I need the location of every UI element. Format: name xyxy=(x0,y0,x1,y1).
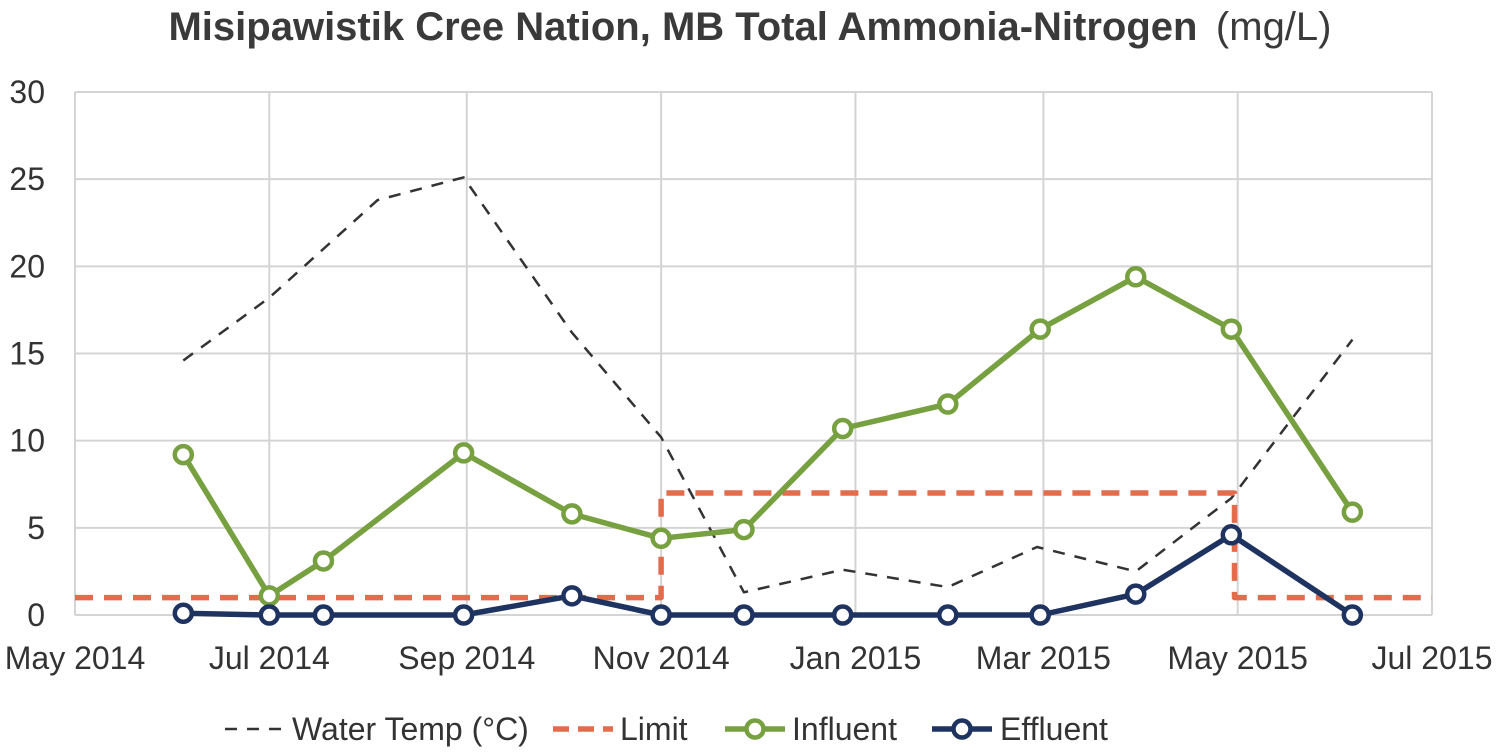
data-point-influent xyxy=(258,585,281,607)
series-limit xyxy=(75,490,1432,601)
data-point-effluent xyxy=(937,604,959,626)
legend-item-limit: Limit xyxy=(553,711,688,747)
data-point-effluent xyxy=(1341,604,1364,626)
legend-item-influent: Influent xyxy=(725,711,897,747)
x-tick-label: Jul 2014 xyxy=(209,640,330,676)
series-water-temp-c xyxy=(182,176,1354,594)
y-tick-label: 10 xyxy=(9,423,45,459)
data-point-effluent xyxy=(561,585,583,607)
x-tick-label: Mar 2015 xyxy=(976,640,1111,676)
legend-label: Influent xyxy=(792,711,897,747)
legend-item-water-temp-c: Water Temp (°C) xyxy=(225,711,529,747)
data-point-influent xyxy=(312,550,335,572)
x-tick-label: Nov 2014 xyxy=(593,640,730,676)
data-point-effluent xyxy=(650,604,672,626)
x-axis-ticks: May 2014 Jul 2014 Sep 2014 Nov 2014 Jan 2015… xyxy=(5,640,1493,676)
x-tick-label: Jan 2015 xyxy=(790,640,922,676)
data-point-effluent xyxy=(1220,524,1243,546)
data-point-influent xyxy=(650,527,672,550)
series-effluent xyxy=(172,524,1364,626)
y-tick-label: 30 xyxy=(9,74,45,110)
y-tick-label: 5 xyxy=(27,510,45,546)
data-point-effluent xyxy=(831,604,854,626)
y-tick-label: 25 xyxy=(9,161,45,197)
series-layer xyxy=(75,176,1432,626)
data-point-effluent xyxy=(172,602,195,625)
data-point-influent xyxy=(1220,318,1243,340)
data-point-influent xyxy=(831,417,854,440)
legend-label: Water Temp (°C) xyxy=(292,711,529,747)
x-tick-label: Jul 2015 xyxy=(1372,640,1493,676)
data-point-effluent xyxy=(1029,604,1051,626)
data-point-influent xyxy=(561,503,583,525)
data-point-influent xyxy=(733,518,755,541)
series-line-influent xyxy=(180,274,1355,599)
data-point-effluent xyxy=(258,604,281,626)
data-point-influent xyxy=(1125,266,1147,288)
legend-marker xyxy=(744,718,766,740)
y-axis-ticks: 0 5 10 15 20 25 30 xyxy=(9,74,45,633)
chart-title: Misipawistik Cree Nation, MB Total Ammon… xyxy=(168,5,1331,49)
data-point-effluent xyxy=(733,604,755,626)
series-line-effluent xyxy=(183,532,1354,618)
data-point-effluent xyxy=(452,604,475,626)
legend: Water Temp (°C) Limit Influent Effluent xyxy=(225,711,1108,747)
y-tick-label: 20 xyxy=(9,248,45,284)
legend-label: Effluent xyxy=(1000,711,1108,747)
chart-title-main: Misipawistik Cree Nation, MB Total Ammon… xyxy=(168,5,1197,49)
series-line-limit xyxy=(75,490,1432,601)
data-point-effluent xyxy=(1125,583,1147,605)
y-tick-label: 0 xyxy=(27,597,45,633)
legend-marker xyxy=(951,718,973,740)
x-tick-label: Sep 2014 xyxy=(398,640,535,676)
series-line-water-temp-c xyxy=(182,176,1354,594)
legend-label: Limit xyxy=(620,711,688,747)
data-point-influent xyxy=(937,393,959,415)
data-point-effluent xyxy=(312,604,335,626)
series-influent xyxy=(172,266,1364,607)
x-tick-label: May 2015 xyxy=(1167,640,1308,676)
data-point-influent xyxy=(1341,501,1364,523)
x-tick-label: May 2014 xyxy=(5,640,146,676)
chart-title-unit: (mg/L) xyxy=(1216,5,1332,49)
data-point-influent xyxy=(1029,318,1051,340)
legend-item-effluent: Effluent xyxy=(932,711,1108,747)
data-point-influent xyxy=(172,443,195,466)
y-tick-label: 15 xyxy=(9,336,45,372)
data-point-influent xyxy=(452,442,475,464)
